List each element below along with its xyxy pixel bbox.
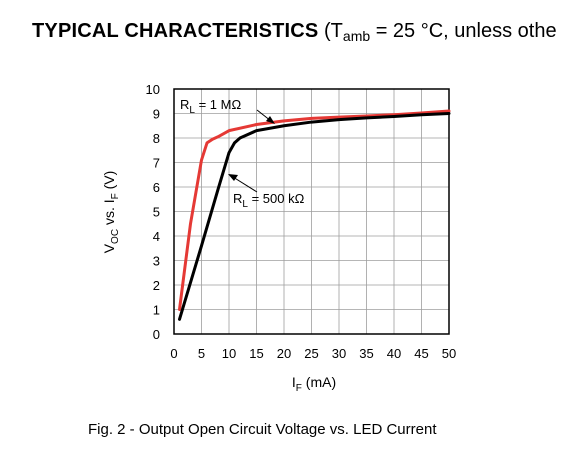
- x-tick-label: 5: [198, 346, 205, 361]
- section-heading-cond-rest: = 25 °C, unless othe: [370, 20, 557, 42]
- x-tick-label: 30: [332, 346, 346, 361]
- section-heading: TYPICAL CHARACTERISTICS (Tamb = 25 °C, u…: [32, 20, 557, 44]
- annotation-label-500kohm: RL = 500 kΩ: [233, 191, 305, 210]
- x-tick-label: 10: [222, 346, 236, 361]
- y-tick-label: 4: [153, 229, 160, 244]
- section-heading-cond-open: (T: [318, 20, 343, 42]
- y-tick-label: 2: [153, 278, 160, 293]
- x-tick-label: 40: [387, 346, 401, 361]
- y-tick-label: 5: [153, 205, 160, 220]
- y-tick-label: 7: [153, 156, 160, 171]
- x-tick-label: 0: [170, 346, 177, 361]
- y-tick-label: 10: [146, 82, 160, 97]
- y-tick-label: 9: [153, 107, 160, 122]
- section-heading-cond-sub: amb: [342, 28, 371, 44]
- x-tick-label: 45: [414, 346, 428, 361]
- x-axis-title: IF (mA): [292, 374, 336, 394]
- chart-grid: [173, 88, 450, 335]
- annotation-label-1mohm: RL = 1 MΩ: [180, 97, 241, 116]
- y-tick-label: 3: [153, 254, 160, 269]
- annotation-arrowhead-500kohm: [228, 174, 238, 181]
- x-tick-label: 25: [304, 346, 318, 361]
- chart-series: [178, 109, 451, 321]
- y-tick-label: 0: [153, 327, 160, 342]
- plot-frame: [173, 88, 450, 335]
- series-line-1mohm: [178, 109, 451, 311]
- annotation-arrow-500kohm: [232, 176, 258, 193]
- x-tick-label: 15: [249, 346, 263, 361]
- y-axis-title: VOC vs. IF (V): [101, 171, 121, 254]
- y-tick-label: 8: [153, 131, 160, 146]
- x-tick-label: 20: [277, 346, 291, 361]
- figure-caption: Fig. 2 - Output Open Circuit Voltage vs.…: [88, 421, 437, 438]
- y-tick-label: 6: [153, 180, 160, 195]
- y-tick-label: 1: [153, 303, 160, 318]
- section-heading-title: TYPICAL CHARACTERISTICS: [32, 20, 319, 42]
- x-tick-label: 50: [442, 346, 456, 361]
- series-line-500kohm: [178, 112, 451, 321]
- annotation-arrowhead-1mohm: [266, 116, 275, 124]
- x-tick-label: 35: [359, 346, 373, 361]
